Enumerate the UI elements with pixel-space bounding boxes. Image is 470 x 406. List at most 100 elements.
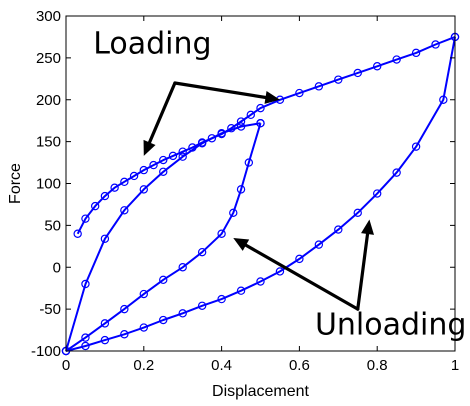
series-4-point bbox=[439, 95, 448, 104]
annotation-arrow bbox=[145, 81, 177, 149]
x-tick-label: 0.2 bbox=[133, 357, 154, 374]
x-tick-label: 0.4 bbox=[211, 357, 232, 374]
y-tick-label: -50 bbox=[39, 301, 61, 318]
y-tick-label: 200 bbox=[36, 92, 61, 109]
series-2-point bbox=[229, 208, 238, 218]
series-3-point bbox=[168, 151, 178, 161]
y-axis-title: Force bbox=[7, 163, 24, 204]
series-3-point bbox=[392, 55, 401, 64]
series-3-point bbox=[159, 155, 168, 165]
series-3-point bbox=[110, 183, 119, 192]
series-4-point bbox=[275, 267, 285, 276]
series-4-point bbox=[120, 330, 129, 339]
series-4-point bbox=[411, 142, 421, 151]
series-1-point bbox=[159, 167, 168, 176]
series-3-point bbox=[373, 62, 382, 71]
annotation-arrow bbox=[173, 81, 273, 100]
annotation-arrowhead bbox=[264, 91, 280, 104]
series-2-point bbox=[100, 319, 110, 328]
series-3-point bbox=[90, 201, 100, 211]
series-4-line bbox=[65, 36, 456, 352]
annotation-arrowhead bbox=[143, 139, 156, 156]
series-4-point bbox=[178, 309, 187, 318]
series-4-point bbox=[256, 277, 265, 286]
series-3-point bbox=[188, 143, 197, 152]
annotation-arrow bbox=[356, 227, 370, 311]
series-1-point bbox=[100, 234, 110, 243]
series-3-point bbox=[431, 40, 440, 49]
series-4-point bbox=[314, 240, 324, 249]
series-4-point bbox=[197, 301, 207, 310]
series-2-point bbox=[244, 158, 254, 167]
series-3-point bbox=[197, 138, 207, 147]
series-1-point bbox=[236, 122, 246, 131]
x-tick-label: 1 bbox=[451, 357, 459, 374]
y-tick-label: 300 bbox=[36, 8, 61, 25]
x-tick-label: 0 bbox=[62, 357, 70, 374]
x-axis-ticks: 0 0.2 0.4 0.6 0.8 1 bbox=[62, 16, 459, 374]
series-3-point bbox=[120, 177, 129, 187]
series-4-point bbox=[81, 341, 90, 351]
series-3-point bbox=[334, 75, 343, 84]
series-3-point bbox=[149, 160, 158, 170]
series-2-point bbox=[120, 304, 129, 314]
plot-markers bbox=[61, 32, 460, 356]
series-4-point bbox=[139, 323, 148, 332]
series-4-point bbox=[353, 208, 362, 218]
y-tick-label: 100 bbox=[36, 176, 61, 193]
series-3-point bbox=[129, 171, 139, 181]
series-2-point bbox=[178, 263, 187, 272]
annotation-arrow bbox=[240, 241, 360, 311]
series-3-point bbox=[81, 214, 90, 223]
series-4-point bbox=[100, 335, 110, 345]
annotation-arrowhead bbox=[233, 237, 250, 251]
annotation-label: Loading bbox=[93, 27, 211, 62]
annotation-label: Unloading bbox=[315, 307, 466, 342]
series-2-point bbox=[217, 229, 226, 238]
series-4-point bbox=[217, 294, 226, 304]
series-3-point bbox=[411, 48, 421, 58]
series-1-point bbox=[120, 206, 129, 215]
annotation-arrowhead bbox=[361, 219, 375, 235]
series-4-point bbox=[295, 254, 304, 264]
series-1-point bbox=[81, 279, 90, 289]
series-2-line bbox=[65, 122, 262, 352]
series-1-point bbox=[178, 152, 187, 161]
plot-frame bbox=[65, 15, 456, 352]
series-3-point bbox=[314, 82, 324, 91]
series-4-point bbox=[236, 286, 246, 295]
series-2-point bbox=[236, 185, 246, 194]
series-2-point bbox=[139, 289, 148, 299]
series-4-point bbox=[392, 168, 401, 177]
series-4-point bbox=[373, 189, 382, 198]
series-3-point bbox=[100, 191, 110, 201]
series-3-point bbox=[295, 88, 304, 98]
series-3-point bbox=[73, 229, 82, 238]
series-3-point bbox=[217, 129, 226, 139]
y-tick-label: 250 bbox=[36, 50, 61, 67]
series-3-point bbox=[256, 103, 265, 113]
series-4-point bbox=[159, 315, 168, 325]
series-3-point bbox=[178, 147, 187, 156]
x-axis-title: Displacement bbox=[212, 383, 309, 400]
x-tick-label: 0.6 bbox=[289, 357, 310, 374]
y-tick-label: 150 bbox=[36, 134, 61, 151]
annotations: Loading Unloading bbox=[93, 27, 466, 343]
y-axis-ticks: -100 -50 0 50 100 150 200 250 300 bbox=[31, 8, 455, 360]
series-3-point bbox=[353, 68, 362, 78]
y-tick-label: -100 bbox=[31, 343, 61, 360]
series-2-point bbox=[159, 275, 168, 285]
series-2-point bbox=[197, 247, 207, 257]
y-tick-label: 0 bbox=[53, 259, 61, 276]
series-3-point bbox=[236, 117, 246, 126]
series-3-point bbox=[246, 110, 255, 120]
y-tick-label: 50 bbox=[44, 217, 61, 234]
series-3-point bbox=[207, 134, 217, 143]
series-3-point bbox=[139, 165, 148, 175]
plot-lines bbox=[65, 35, 456, 352]
x-tick-label: 0.8 bbox=[367, 357, 388, 374]
series-3-point bbox=[227, 124, 236, 133]
series-2-point bbox=[81, 333, 90, 342]
series-2-point bbox=[256, 118, 265, 128]
